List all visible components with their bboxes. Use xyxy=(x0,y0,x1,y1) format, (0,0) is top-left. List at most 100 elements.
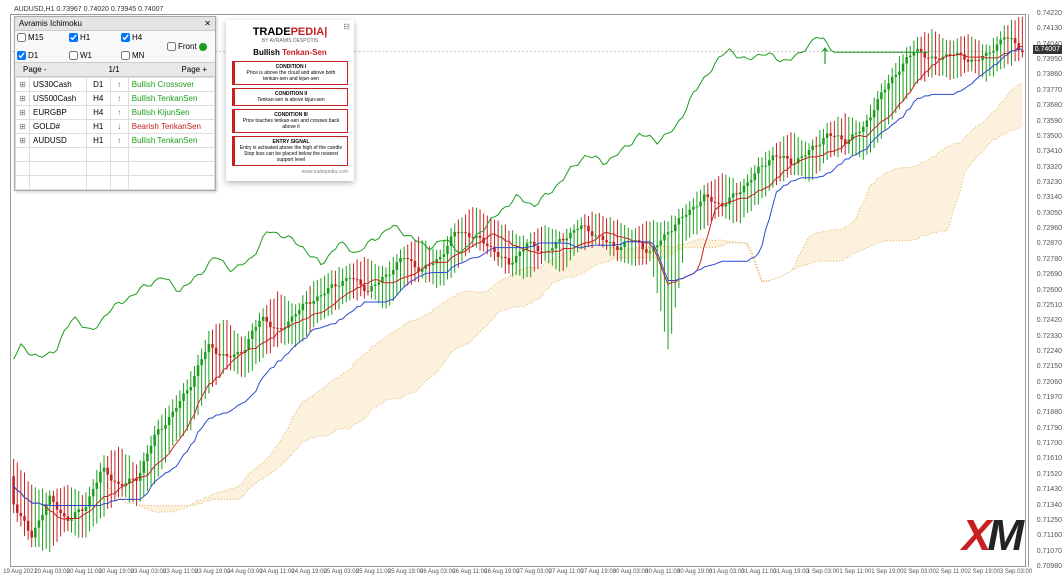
x-label: 25 Aug 19:00 xyxy=(388,569,423,575)
condition-box: ENTRY SIGNALEntry is activated above the… xyxy=(232,136,348,166)
card-subtitle: BY AVRAMIS DESPOTIS xyxy=(232,38,348,44)
x-label: 2 Sep 11:00 xyxy=(936,569,968,575)
panel-title: Avramis Ichimoku xyxy=(19,19,82,28)
table-row[interactable]: ⊞GOLD#H1↓Bearish TenkanSen xyxy=(16,120,215,134)
x-label: 20 Aug 03:00 xyxy=(34,569,69,575)
y-label: 0.73860 xyxy=(1037,71,1062,78)
table-row-empty xyxy=(16,176,215,190)
timeframe-check-w1[interactable]: W1 xyxy=(69,51,113,60)
x-label: 25 Aug 03:00 xyxy=(324,569,359,575)
y-label: 0.72510 xyxy=(1037,302,1062,309)
timeframe-cell: H1 xyxy=(86,134,110,148)
xm-logo: XM xyxy=(962,511,1020,561)
timeframe-check-mn[interactable]: MN xyxy=(121,51,165,60)
x-label: 27 Aug 19:00 xyxy=(581,569,616,575)
symbol-cell: US30Cash xyxy=(30,78,87,92)
card-logo: TRADEPEDIA| xyxy=(232,26,348,38)
x-label: 27 Aug 11:00 xyxy=(549,569,584,575)
page-prev[interactable]: Page - xyxy=(23,65,47,74)
x-label: 23 Aug 19:00 xyxy=(195,569,230,575)
table-row[interactable]: ⊞US30CashD1↑Bullish Crossover xyxy=(16,78,215,92)
signal-cell: Bullish KijunSen xyxy=(128,106,214,120)
x-label: 24 Aug 03:00 xyxy=(227,569,262,575)
table-row[interactable]: ⊞US500CashH4↑Bullish TenkanSen xyxy=(16,92,215,106)
card-close-icon[interactable]: ⊟ xyxy=(343,22,350,31)
y-label: 0.72330 xyxy=(1037,333,1062,340)
x-label: 24 Aug 11:00 xyxy=(260,569,295,575)
signal-cell: Bullish TenkanSen xyxy=(128,134,214,148)
panel-pager: Page - 1/1 Page + xyxy=(15,62,215,77)
timeframe-check-d1[interactable]: D1 xyxy=(17,51,61,60)
y-label: 0.73050 xyxy=(1037,210,1062,217)
x-label: 25 Aug 11:00 xyxy=(356,569,391,575)
timeframe-check-m15[interactable]: M15 xyxy=(17,33,61,42)
y-label: 0.72960 xyxy=(1037,225,1062,232)
table-row-empty xyxy=(16,148,215,162)
y-label: 0.71880 xyxy=(1037,409,1062,416)
y-current-price: 0.74007 xyxy=(1033,45,1062,54)
y-label: 0.71160 xyxy=(1037,532,1062,539)
x-label: 1 Sep 11:00 xyxy=(839,569,871,575)
panel-header[interactable]: Avramis Ichimoku ✕ xyxy=(15,17,215,31)
signal-arrow-icon: ↑ xyxy=(818,38,832,70)
y-label: 0.71700 xyxy=(1037,440,1062,447)
y-label: 0.73590 xyxy=(1037,118,1062,125)
card-url: www.tradepedia.com xyxy=(232,169,348,175)
y-label: 0.71070 xyxy=(1037,548,1062,555)
y-label: 0.72600 xyxy=(1037,287,1062,294)
y-label: 0.72780 xyxy=(1037,256,1062,263)
signal-cell: Bullish Crossover xyxy=(128,78,214,92)
y-label: 0.74130 xyxy=(1037,25,1062,32)
x-label: 27 Aug 03:00 xyxy=(516,569,551,575)
y-label: 0.73140 xyxy=(1037,194,1062,201)
signal-card[interactable]: ⊟ TRADEPEDIA| BY AVRAMIS DESPOTIS Bullis… xyxy=(226,20,354,181)
table-row[interactable]: ⊞AUDUSDH1↑Bullish TenkanSen xyxy=(16,134,215,148)
arrow-up-icon: ↑ xyxy=(110,134,128,148)
y-label: 0.71790 xyxy=(1037,425,1062,432)
timeframe-check-h1[interactable]: H1 xyxy=(69,33,113,42)
panel-table: ⊞US30CashD1↑Bullish Crossover⊞US500CashH… xyxy=(15,77,215,190)
front-check[interactable]: Front xyxy=(167,42,211,51)
status-dot-icon xyxy=(199,43,207,51)
y-label: 0.72060 xyxy=(1037,379,1062,386)
y-label: 0.73320 xyxy=(1037,164,1062,171)
y-label: 0.71340 xyxy=(1037,502,1062,509)
expand-icon[interactable]: ⊞ xyxy=(16,106,30,120)
ichimoku-panel[interactable]: Avramis Ichimoku ✕ M15H1H4FrontD1W1MN Pa… xyxy=(14,16,216,191)
expand-icon[interactable]: ⊞ xyxy=(16,78,30,92)
close-icon[interactable]: ✕ xyxy=(204,19,211,28)
y-label: 0.72150 xyxy=(1037,363,1062,370)
arrow-up-icon: ↑ xyxy=(110,78,128,92)
expand-icon[interactable]: ⊞ xyxy=(16,120,30,134)
timeframe-check-h4[interactable]: H4 xyxy=(121,33,165,42)
x-axis: 19 Aug 202120 Aug 03:0020 Aug 11:0020 Au… xyxy=(10,569,1026,581)
timeframe-cell: H4 xyxy=(86,92,110,106)
timeframe-cell: H1 xyxy=(86,120,110,134)
x-label: 31 Aug 19:00 xyxy=(773,569,808,575)
y-axis: 0.742200.741300.740400.739500.738600.737… xyxy=(1028,14,1064,567)
arrow-up-icon: ↑ xyxy=(110,92,128,106)
timeframe-cell: D1 xyxy=(86,78,110,92)
y-label: 0.71250 xyxy=(1037,517,1062,524)
arrow-up-icon: ↑ xyxy=(110,106,128,120)
y-label: 0.73950 xyxy=(1037,56,1062,63)
expand-icon[interactable]: ⊞ xyxy=(16,92,30,106)
y-label: 0.73230 xyxy=(1037,179,1062,186)
condition-box: CONDITION IITenkan-sen is above kijun-se… xyxy=(232,88,348,106)
page-next[interactable]: Page + xyxy=(181,65,207,74)
y-label: 0.73410 xyxy=(1037,148,1062,155)
x-label: 1 Sep 19:00 xyxy=(871,569,903,575)
table-row-empty xyxy=(16,162,215,176)
y-label: 0.70980 xyxy=(1037,563,1062,570)
expand-icon[interactable]: ⊞ xyxy=(16,134,30,148)
x-label: 1 Sep 03:00 xyxy=(807,569,839,575)
x-label: 20 Aug 19:00 xyxy=(99,569,134,575)
y-label: 0.72870 xyxy=(1037,240,1062,247)
y-label: 0.72240 xyxy=(1037,348,1062,355)
x-label: 2 Sep 03:00 xyxy=(903,569,935,575)
x-label: 3 Sep 03:00 xyxy=(1000,569,1032,575)
card-title: Bullish Tenkan-Sen xyxy=(232,48,348,57)
table-row[interactable]: ⊞EURGBPH4↑Bullish KijunSen xyxy=(16,106,215,120)
condition-box: CONDITION IPrice is above the cloud and … xyxy=(232,61,348,85)
x-label: 30 Aug 11:00 xyxy=(645,569,680,575)
